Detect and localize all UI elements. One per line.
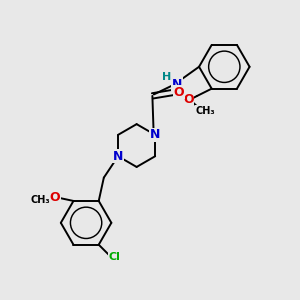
- Text: Cl: Cl: [108, 252, 120, 262]
- Text: N: N: [113, 150, 123, 163]
- Text: CH₃: CH₃: [30, 195, 50, 205]
- Text: N: N: [150, 128, 160, 141]
- Text: CH₃: CH₃: [196, 106, 215, 116]
- Text: O: O: [183, 93, 194, 106]
- Text: O: O: [50, 191, 60, 204]
- Text: N: N: [172, 77, 182, 91]
- Text: H: H: [162, 73, 171, 82]
- Text: O: O: [174, 86, 184, 99]
